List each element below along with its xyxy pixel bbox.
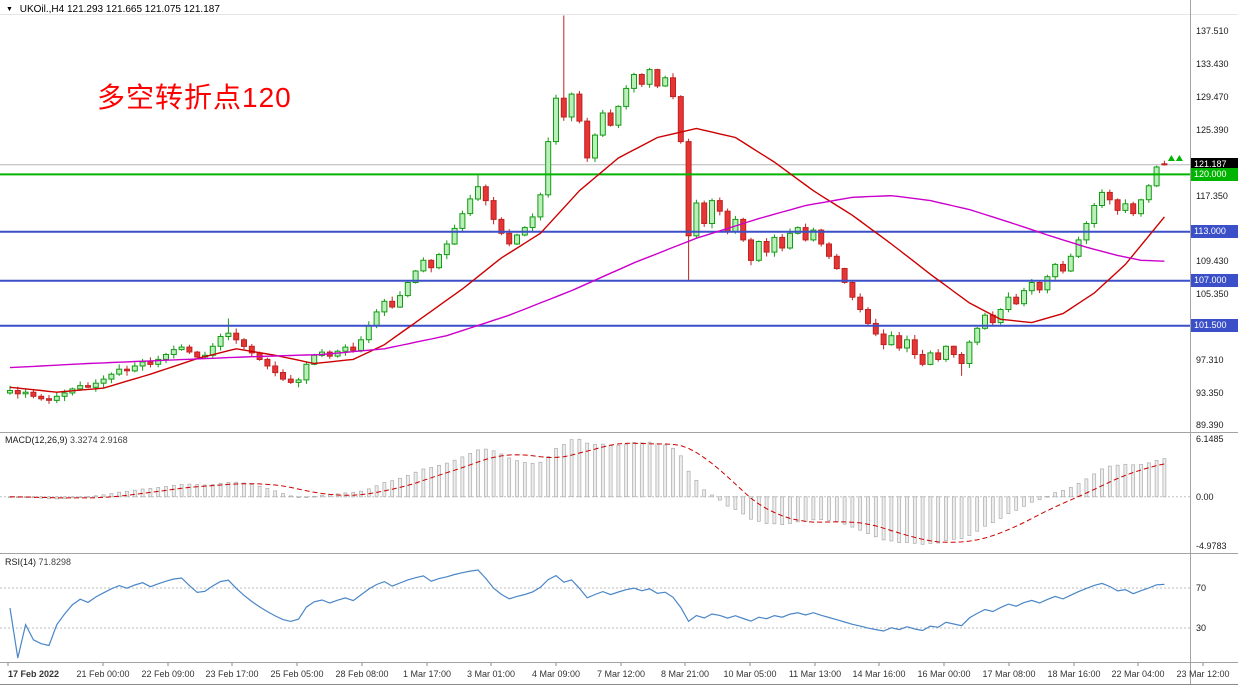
time-axis-label: 22 Feb 09:00: [141, 669, 195, 679]
macd-panel[interactable]: MACD(12,26,9) 3.3274 2.9168: [0, 432, 1190, 553]
price-badge: 121.187: [1191, 158, 1238, 171]
price-axis-label: 129.470: [1196, 92, 1229, 102]
price-axis-label: 105.350: [1196, 289, 1229, 299]
rsi-label: RSI(14): [5, 557, 37, 567]
time-axis-label: 25 Feb 05:00: [270, 669, 324, 679]
price-badge: 107.000: [1191, 274, 1238, 287]
price-axis-label: 137.510: [1196, 26, 1229, 36]
chart-marker-icon: ▼: [6, 6, 13, 13]
time-axis-label: 18 Mar 16:00: [1047, 669, 1101, 679]
price-axis-label: 93.350: [1196, 388, 1224, 398]
time-axis-label: 8 Mar 21:00: [660, 669, 710, 679]
ohlc-values: 121.293 121.665 121.075 121.187: [66, 4, 220, 15]
price-badge: 120.000: [1191, 168, 1238, 181]
price-axis-label: 133.430: [1196, 59, 1229, 69]
price-scale-border: [1190, 0, 1191, 684]
time-axis-label: 23 Mar 12:00: [1176, 669, 1230, 679]
rsi-value: 71.8298: [38, 557, 72, 567]
time-axis-label: 16 Mar 00:00: [917, 669, 971, 679]
macd-axis-label: 0.00: [1196, 492, 1214, 502]
rsi-indicator-label: RSI(14) 71.8298: [5, 557, 71, 567]
rsi-panel-resize-handle[interactable]: [0, 553, 1238, 554]
macd-indicator-label: MACD(12,26,9) 3.3274 2.9168: [5, 435, 128, 445]
time-axis-label: 21 Feb 00:00: [76, 669, 130, 679]
price-axis-label: 89.390: [1196, 420, 1224, 430]
annotation-text: 多空转折点120: [97, 82, 292, 113]
window-bottom-border: [0, 684, 1238, 685]
price-axis-label: 97.310: [1196, 355, 1224, 365]
rsi-axis-label: 70: [1196, 583, 1207, 593]
macd-axis-label: -4.9783: [1196, 541, 1227, 551]
price-badge: 101.500: [1191, 319, 1238, 332]
time-axis-label: 3 Mar 01:00: [466, 669, 516, 679]
time-axis-label: 17 Mar 08:00: [982, 669, 1036, 679]
time-axis-label: 17 Feb 2022: [8, 669, 60, 679]
chart-title: ▼ UKOil.,H4 121.293 121.665 121.075 121.…: [6, 4, 220, 15]
time-scale-separator[interactable]: [0, 662, 1238, 663]
rsi-panel[interactable]: RSI(14) 71.8298: [0, 553, 1190, 662]
symbol-timeframe: UKOil.,H4: [19, 4, 65, 15]
time-axis-label: 14 Mar 16:00: [852, 669, 906, 679]
price-axis-label: 125.390: [1196, 125, 1229, 135]
time-axis-label: 22 Mar 04:00: [1111, 669, 1165, 679]
time-scale[interactable]: 17 Feb 2022 21 Feb 00:00 22 Feb 09:00 23 Fe…: [0, 662, 1238, 684]
time-axis-label: 1 Mar 17:00: [402, 669, 452, 679]
price-axis-label: 109.430: [1196, 256, 1229, 266]
macd-axis-label: 6.1485: [1196, 434, 1224, 444]
price-badge: 113.000: [1191, 225, 1238, 238]
time-axis-label: 4 Mar 09:00: [531, 669, 581, 679]
price-scale[interactable]: 137.510 133.430 129.470 125.390 117.350 109.4…: [1190, 0, 1238, 662]
time-axis-label: 7 Mar 12:00: [596, 669, 646, 679]
time-axis-label: 11 Mar 13:00: [788, 669, 842, 679]
macd-label: MACD(12,26,9): [5, 435, 68, 445]
time-axis-label: 23 Feb 17:00: [205, 669, 259, 679]
price-axis-label: 117.350: [1196, 191, 1228, 201]
chart-top-border: [0, 14, 1238, 15]
macd-panel-resize-handle[interactable]: [0, 432, 1238, 433]
rsi-axis-label: 30: [1196, 623, 1207, 633]
main-chart-area[interactable]: 多空转折点120: [0, 14, 1190, 432]
time-axis-label: 10 Mar 05:00: [723, 669, 777, 679]
time-axis-label: 28 Feb 08:00: [335, 669, 389, 679]
macd-values: 3.3274 2.9168: [70, 435, 128, 445]
